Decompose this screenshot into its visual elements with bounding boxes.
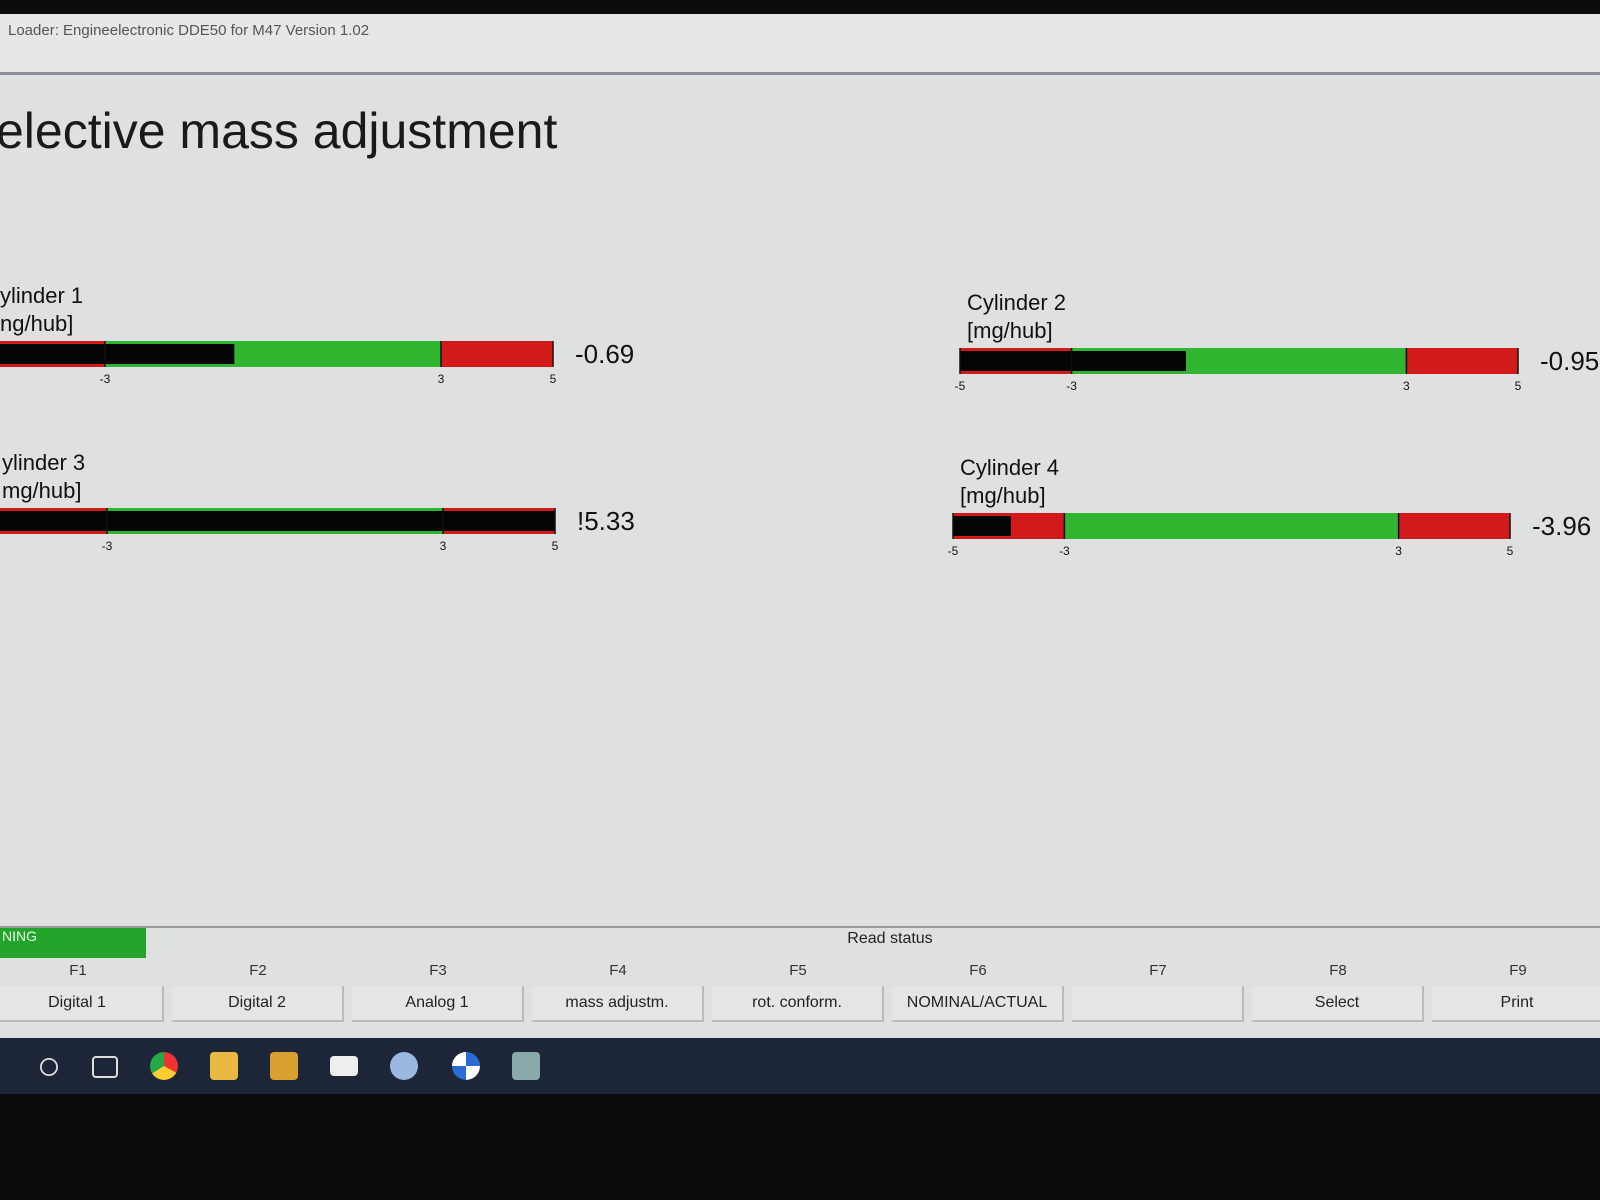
- zone: [1064, 513, 1399, 539]
- function-key[interactable]: F5 rot. conform.: [712, 958, 884, 1022]
- status-message: Read status: [847, 930, 933, 947]
- value-label: -0.69: [575, 339, 634, 369]
- search-icon[interactable]: [40, 1058, 58, 1076]
- key-name: F1: [69, 962, 87, 979]
- title-bar: Loader: Engineelectronic DDE50 for M47 V…: [0, 14, 1600, 75]
- key-name: F6: [969, 962, 987, 979]
- tick-label: -3: [1066, 379, 1077, 393]
- function-key[interactable]: F2 Digital 2: [172, 958, 344, 1022]
- tick-label: 5: [1507, 544, 1514, 558]
- key-button[interactable]: [1072, 986, 1244, 1022]
- value-label: -0.95: [1540, 346, 1599, 376]
- function-key[interactable]: F6 NOMINAL/ACTUAL: [892, 958, 1064, 1022]
- gauge-unit: [mg/hub]: [960, 483, 1046, 508]
- window-title: Loader: Engineelectronic DDE50 for M47 V…: [8, 22, 370, 39]
- function-key[interactable]: F1 Digital 1: [0, 958, 164, 1022]
- key-button[interactable]: Print: [1432, 986, 1600, 1022]
- tick-label: 5: [550, 372, 557, 386]
- function-key[interactable]: F9 Print: [1432, 958, 1600, 1022]
- key-button[interactable]: NOMINAL/ACTUAL: [892, 986, 1064, 1022]
- browser-icon[interactable]: [150, 1052, 178, 1080]
- function-key[interactable]: F3 Analog 1: [352, 958, 524, 1022]
- gauge-title: Cylinder 2: [967, 290, 1066, 315]
- key-name: F2: [249, 962, 267, 979]
- key-name: F5: [789, 962, 807, 979]
- gauge-unit: [mg/hub]: [967, 318, 1053, 343]
- key-button[interactable]: rot. conform.: [712, 986, 884, 1022]
- value-label: -3.96: [1532, 511, 1591, 541]
- heading: elective mass adjustment: [0, 103, 558, 159]
- gauge-title: ylinder 1: [0, 283, 83, 308]
- app-icon[interactable]: [390, 1052, 418, 1080]
- tick-label: -5: [948, 544, 959, 558]
- taskbar: [0, 1038, 1600, 1094]
- key-name: F7: [1149, 962, 1167, 979]
- zone: [1406, 348, 1518, 374]
- key-name: F8: [1329, 962, 1347, 979]
- zone: [1398, 513, 1510, 539]
- tick-label: -3: [100, 372, 111, 386]
- gauge-unit: ng/hub]: [0, 311, 73, 336]
- key-button[interactable]: mass adjustm.: [532, 986, 704, 1022]
- function-key[interactable]: F4 mass adjustm.: [532, 958, 704, 1022]
- key-button[interactable]: Digital 1: [0, 986, 164, 1022]
- value-indicator: [953, 516, 1011, 536]
- gauge-title: Cylinder 4: [960, 455, 1059, 480]
- store-icon[interactable]: [270, 1052, 298, 1080]
- folder-icon[interactable]: [210, 1052, 238, 1080]
- tick-label: -5: [0, 539, 1, 553]
- function-key[interactable]: F7: [1072, 958, 1244, 1022]
- task-view-icon[interactable]: [92, 1056, 118, 1078]
- screen: Loader: Engineelectronic DDE50 for M47 V…: [0, 14, 1600, 1038]
- tick-label: -3: [102, 539, 113, 553]
- value-indicator: [0, 344, 235, 364]
- key-name: F4: [609, 962, 627, 979]
- tool-icon[interactable]: [512, 1052, 540, 1080]
- value-indicator: [960, 351, 1186, 371]
- bmw-icon[interactable]: [452, 1052, 480, 1080]
- tick-label: 3: [1403, 379, 1410, 393]
- tick-label: 3: [1395, 544, 1402, 558]
- state-indicator: NING: [0, 928, 146, 958]
- function-key[interactable]: F8 Select: [1252, 958, 1424, 1022]
- key-button[interactable]: Analog 1: [352, 986, 524, 1022]
- state-text: NING: [2, 928, 37, 944]
- gauge-unit: mg/hub]: [2, 478, 82, 503]
- tick-label: -5: [955, 379, 966, 393]
- value-label: !5.33: [577, 506, 635, 536]
- key-button[interactable]: Digital 2: [172, 986, 344, 1022]
- tick-label: 3: [438, 372, 445, 386]
- key-button[interactable]: Select: [1252, 986, 1424, 1022]
- tick-label: -3: [1059, 544, 1070, 558]
- tick-label: 5: [552, 539, 559, 553]
- tick-label: 3: [440, 539, 447, 553]
- zone: [441, 341, 553, 367]
- gauges: ylinder 1 ng/hub] -5 -3 3 5 -0.69 Cylinder 2 [mg…: [0, 283, 1599, 558]
- gauge-title: ylinder 3: [2, 450, 85, 475]
- key-name: F9: [1509, 962, 1527, 979]
- status-line: [0, 926, 1600, 928]
- tick-label: 5: [1515, 379, 1522, 393]
- mail-icon[interactable]: [330, 1056, 358, 1076]
- key-name: F3: [429, 962, 447, 979]
- value-indicator: [0, 511, 555, 531]
